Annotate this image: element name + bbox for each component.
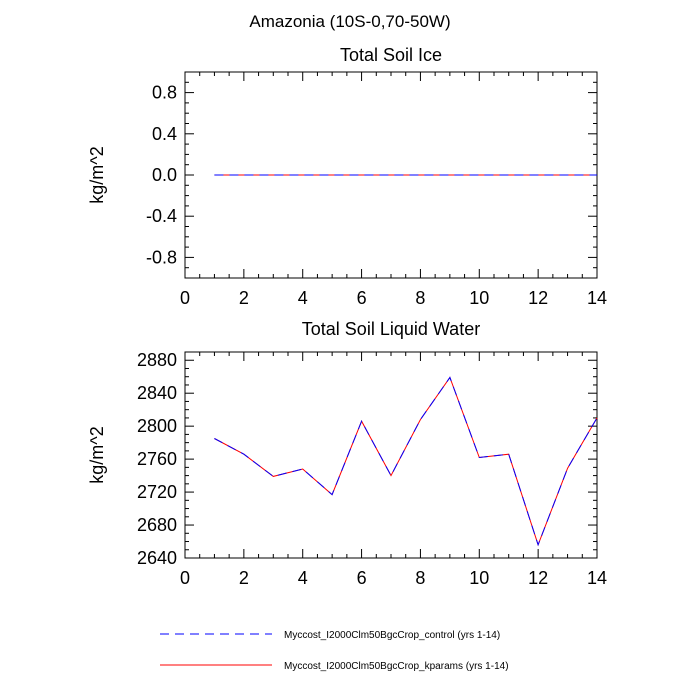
chart-title: Total Soil Ice [340, 45, 442, 65]
chart-panel-soil-liquid-water: Total Soil Liquid Water kg/m^2 0 2 4 6 8 10 12 14… [87, 319, 607, 588]
y-tick-label: 2760 [137, 449, 177, 469]
x-tick-label: 0 [180, 568, 190, 588]
x-tick-label: 10 [469, 288, 489, 308]
series-line-kparams [214, 376, 598, 547]
x-tick-label: 4 [298, 568, 308, 588]
x-tick-label: 14 [587, 568, 607, 588]
chart-panel-soil-ice: Total Soil Ice kg/m^2 0 2 4 6 8 10 12 14 -0.8 -0.4 0… [87, 45, 607, 308]
legend-label-kparams: Myccost_I2000Clm50BgcCrop_kparams (yrs 1… [284, 661, 509, 672]
x-tick-label: 0 [180, 288, 190, 308]
x-tick-label: 2 [239, 288, 249, 308]
x-tick-label: 8 [415, 288, 425, 308]
x-tick-label: 6 [357, 288, 367, 308]
y-tick-label: -0.8 [146, 247, 177, 267]
legend-label-control: Myccost_I2000Clm50BgcCrop_control (yrs 1… [284, 630, 500, 641]
y-tick-label: 0.0 [152, 165, 177, 185]
figure-title: Amazonia (10S-0,70-50W) [249, 12, 450, 31]
y-tick-label: 2880 [137, 350, 177, 370]
plot-frame [184, 351, 598, 559]
x-tick-label: 4 [298, 288, 308, 308]
series-line-control [214, 376, 598, 547]
x-tick-label: 12 [528, 288, 548, 308]
y-tick-label: 2680 [137, 515, 177, 535]
x-tick-label: 12 [528, 568, 548, 588]
y-tick-label: 0.8 [152, 83, 177, 103]
x-tick-label: 2 [239, 568, 249, 588]
x-tick-label: 6 [357, 568, 367, 588]
y-tick-label: 0.4 [152, 124, 177, 144]
y-tick-label: 2720 [137, 482, 177, 502]
y-axis-label: kg/m^2 [87, 426, 107, 483]
y-tick-label: -0.4 [146, 206, 177, 226]
chart-title: Total Soil Liquid Water [302, 319, 480, 339]
x-tick-label: 10 [469, 568, 489, 588]
legend: Myccost_I2000Clm50BgcCrop_control (yrs 1… [160, 630, 509, 672]
y-tick-label: 2640 [137, 548, 177, 568]
x-tick-label: 8 [415, 568, 425, 588]
y-axis-label: kg/m^2 [87, 146, 107, 203]
x-tick-label: 14 [587, 288, 607, 308]
y-tick-label: 2840 [137, 383, 177, 403]
y-tick-label: 2800 [137, 416, 177, 436]
